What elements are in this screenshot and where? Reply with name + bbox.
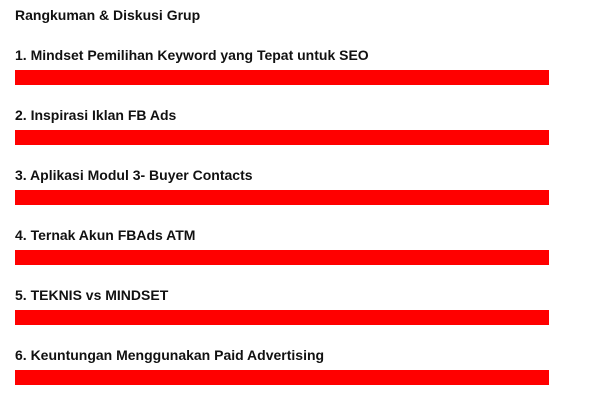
summary-entry-bar[interactable] [15, 190, 549, 205]
summary-entry-bar[interactable] [15, 370, 549, 385]
summary-entry-bar[interactable] [15, 70, 549, 85]
summary-entry-title[interactable]: 3. Aplikasi Modul 3- Buyer Contacts [15, 167, 253, 183]
summary-entry-3: 3. Aplikasi Modul 3- Buyer Contacts [15, 167, 549, 207]
summary-entry-bar[interactable] [15, 130, 549, 145]
summary-entry-bar[interactable] [15, 250, 549, 265]
summary-entry-4: 4. Ternak Akun FBAds ATM [15, 227, 549, 267]
summary-entry-title[interactable]: 6. Keuntungan Menggunakan Paid Advertisi… [15, 347, 325, 363]
summary-entry-title[interactable]: 2. Inspirasi Iklan FB Ads [15, 107, 177, 123]
summary-entry-title[interactable]: 5. TEKNIS vs MINDSET [15, 287, 169, 303]
summary-entry-1: 1. Mindset Pemilihan Keyword yang Tepat … [15, 47, 549, 87]
summary-entry-bar[interactable] [15, 310, 549, 325]
summary-entry-2: 2. Inspirasi Iklan FB Ads [15, 107, 549, 147]
summary-entry-title[interactable]: 4. Ternak Akun FBAds ATM [15, 227, 196, 243]
summary-entry-5: 5. TEKNIS vs MINDSET [15, 287, 549, 327]
summary-entry-6: 6. Keuntungan Menggunakan Paid Advertisi… [15, 347, 549, 387]
summary-entry-title[interactable]: 1. Mindset Pemilihan Keyword yang Tepat … [15, 47, 369, 63]
page-title: Rangkuman & Diskusi Grup [15, 7, 201, 23]
